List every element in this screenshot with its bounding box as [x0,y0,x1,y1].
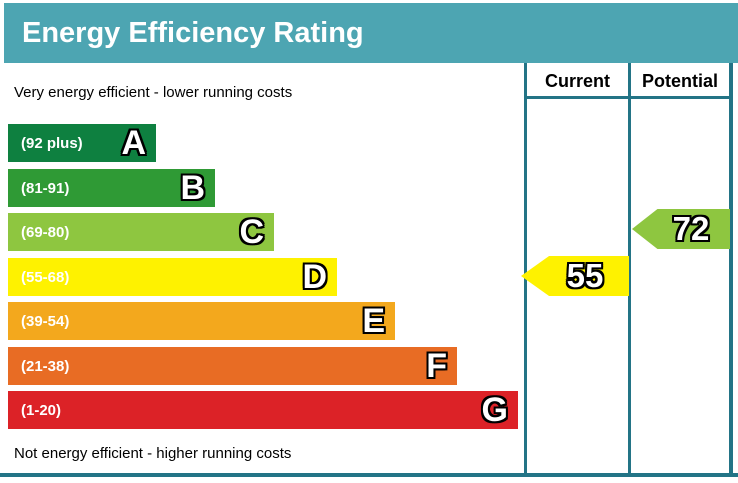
potential-rating-value: 72 [672,210,710,247]
top-note: Very energy efficient - lower running co… [14,84,293,101]
band-range-label: (39-54) [21,312,70,330]
potential-rating-arrow: 72 [632,209,730,249]
table-divider-middle [628,63,631,477]
title-bar: Energy Efficiency Rating [4,3,738,63]
table-border-bottom [0,473,738,477]
column-header-current: Current [544,70,610,91]
band-row-e: (39-54) E [8,302,395,340]
band-row-a: (92 plus) A [8,124,156,162]
band-row-c: (69-80) C [8,213,274,251]
band-range-label: (55-68) [21,268,70,286]
header-divider [524,96,733,99]
band-letter: E [362,302,385,340]
band-range-label: (92 plus) [21,134,83,152]
current-rating-arrow: 55 [521,256,629,296]
band-letter: B [180,169,205,207]
band-range-label: (21-38) [21,357,70,375]
band-row-d: (55-68) D [8,258,337,296]
page-title: Energy Efficiency Rating [22,16,364,49]
band-row-f: (21-38) F [8,347,457,385]
band-row-b: (81-91) B [8,169,215,207]
band-letter: C [239,213,264,251]
band-letter: D [302,258,327,296]
band-range-label: (69-80) [21,223,70,241]
current-rating-value: 55 [566,257,604,294]
table-divider-left [524,63,527,477]
band-range-label: (81-91) [21,179,70,197]
band-row-g: (1-20) G [8,391,518,429]
band-letter: G [481,391,508,429]
band-letter: F [426,347,447,385]
bottom-note: Not energy efficient - higher running co… [14,445,292,462]
band-range-label: (1-20) [21,401,62,419]
table-border-right [729,63,733,477]
column-header-potential: Potential [641,70,718,91]
band-letter: A [121,124,146,162]
